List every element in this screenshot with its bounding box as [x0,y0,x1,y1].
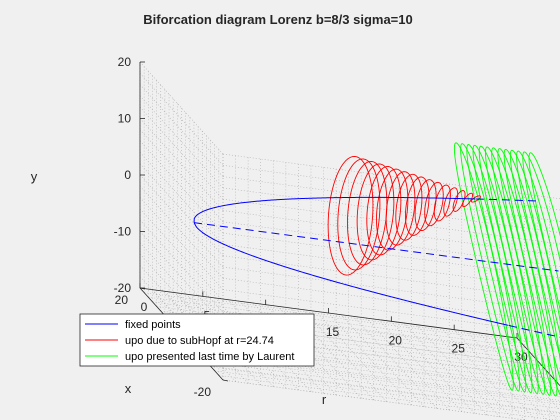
y-tick-label: -20 [114,281,132,295]
r-tick-label: 0 [141,300,148,314]
legend-entry-fixed-points: fixed points [125,319,181,331]
grid-line [222,187,560,233]
fixed-points-branch-positive [193,196,476,223]
fixed-points-origin-unstable [194,222,559,272]
upo-subhopf-loop [366,166,402,256]
x-tick-label: -20 [194,385,212,399]
grid-line [222,176,560,222]
upo-laurent-loop [522,151,560,335]
fixed-points-branch-negative [193,222,509,326]
grid-line [214,370,560,417]
series-upo-laurent [453,142,560,397]
series-fixed-points [193,196,560,338]
upo-subhopf-loop [424,181,444,227]
upo-subhopf-loop [470,195,481,203]
grid-line [222,198,560,245]
legend-box [79,313,315,367]
r-tick-label: 25 [452,342,466,356]
upo-laurent-loop [466,144,527,393]
fixed-points-branch-positive-unstable [475,198,540,202]
upo-laurent-loop [528,152,560,311]
grid-line [222,255,560,301]
r-axis-label: r [322,392,327,407]
grid-line [222,289,560,335]
grid-line [148,296,526,348]
upo-laurent-loop [497,148,558,397]
legend-entry-upo-laurent: upo presented last time by Laurent [125,351,294,363]
grid-line [152,301,530,353]
grid-line [210,365,560,413]
upo-laurent-loop [460,143,521,392]
grid-line [222,266,560,312]
y-tick-label: 20 [118,55,132,69]
upo-subhopf-loop [405,176,430,236]
legend: fixed points upo due to subHopf at r=24.… [79,313,315,367]
y-tick-label: -10 [114,225,132,239]
upo-laurent-loop [453,142,514,391]
upo-laurent-loop [478,145,539,395]
upo-laurent-loop [491,147,552,396]
upo-subhopf-loop [337,158,381,271]
grid-line [222,232,560,279]
x-axis-label: x [125,381,132,396]
upo-subhopf-loop [395,173,423,241]
grid-line [222,300,560,346]
upo-subhopf-loop [433,184,451,222]
upo-subhopf-loop [385,171,416,246]
r-tick-label: 15 [326,325,340,339]
grid-line [222,368,560,414]
grid-line [144,292,522,343]
grid-line [222,379,527,420]
y-tick-label: 10 [118,112,132,126]
axis-line [516,337,560,387]
upo-laurent-loop [472,144,533,394]
upo-laurent-loop [509,149,560,380]
upo-laurent-loop [516,150,560,359]
x-tick-mark [222,379,229,382]
grid-line [222,221,560,267]
grid-line [206,361,560,409]
chart-title: Biforcation diagram Lorenz b=8/3 sigma=1… [143,12,412,27]
y-tick-label: 0 [124,168,131,182]
upo-subhopf-loop [356,163,395,261]
upo-laurent-loop [503,148,560,396]
grid-line [222,165,560,211]
grid-line [222,244,560,290]
grid-line [222,153,560,199]
upo-subhopf-loop [327,155,374,276]
upo-subhopf-loop [376,168,409,251]
grid-line [222,210,560,256]
series-upo-subhopf [327,155,481,276]
upo-laurent-loop [485,146,545,395]
legend-entry-upo-subhopf: upo due to subHopf at r=24.74 [125,335,274,347]
y-axis-label: y [31,169,38,184]
grid-line [218,375,558,420]
r-tick-label: 20 [389,333,403,347]
upo-subhopf-loop [443,187,459,217]
grid-line [222,278,560,324]
x-tick-label: 20 [115,293,129,307]
upo-subhopf-loop [461,192,474,208]
upo-subhopf-loop [414,179,437,231]
